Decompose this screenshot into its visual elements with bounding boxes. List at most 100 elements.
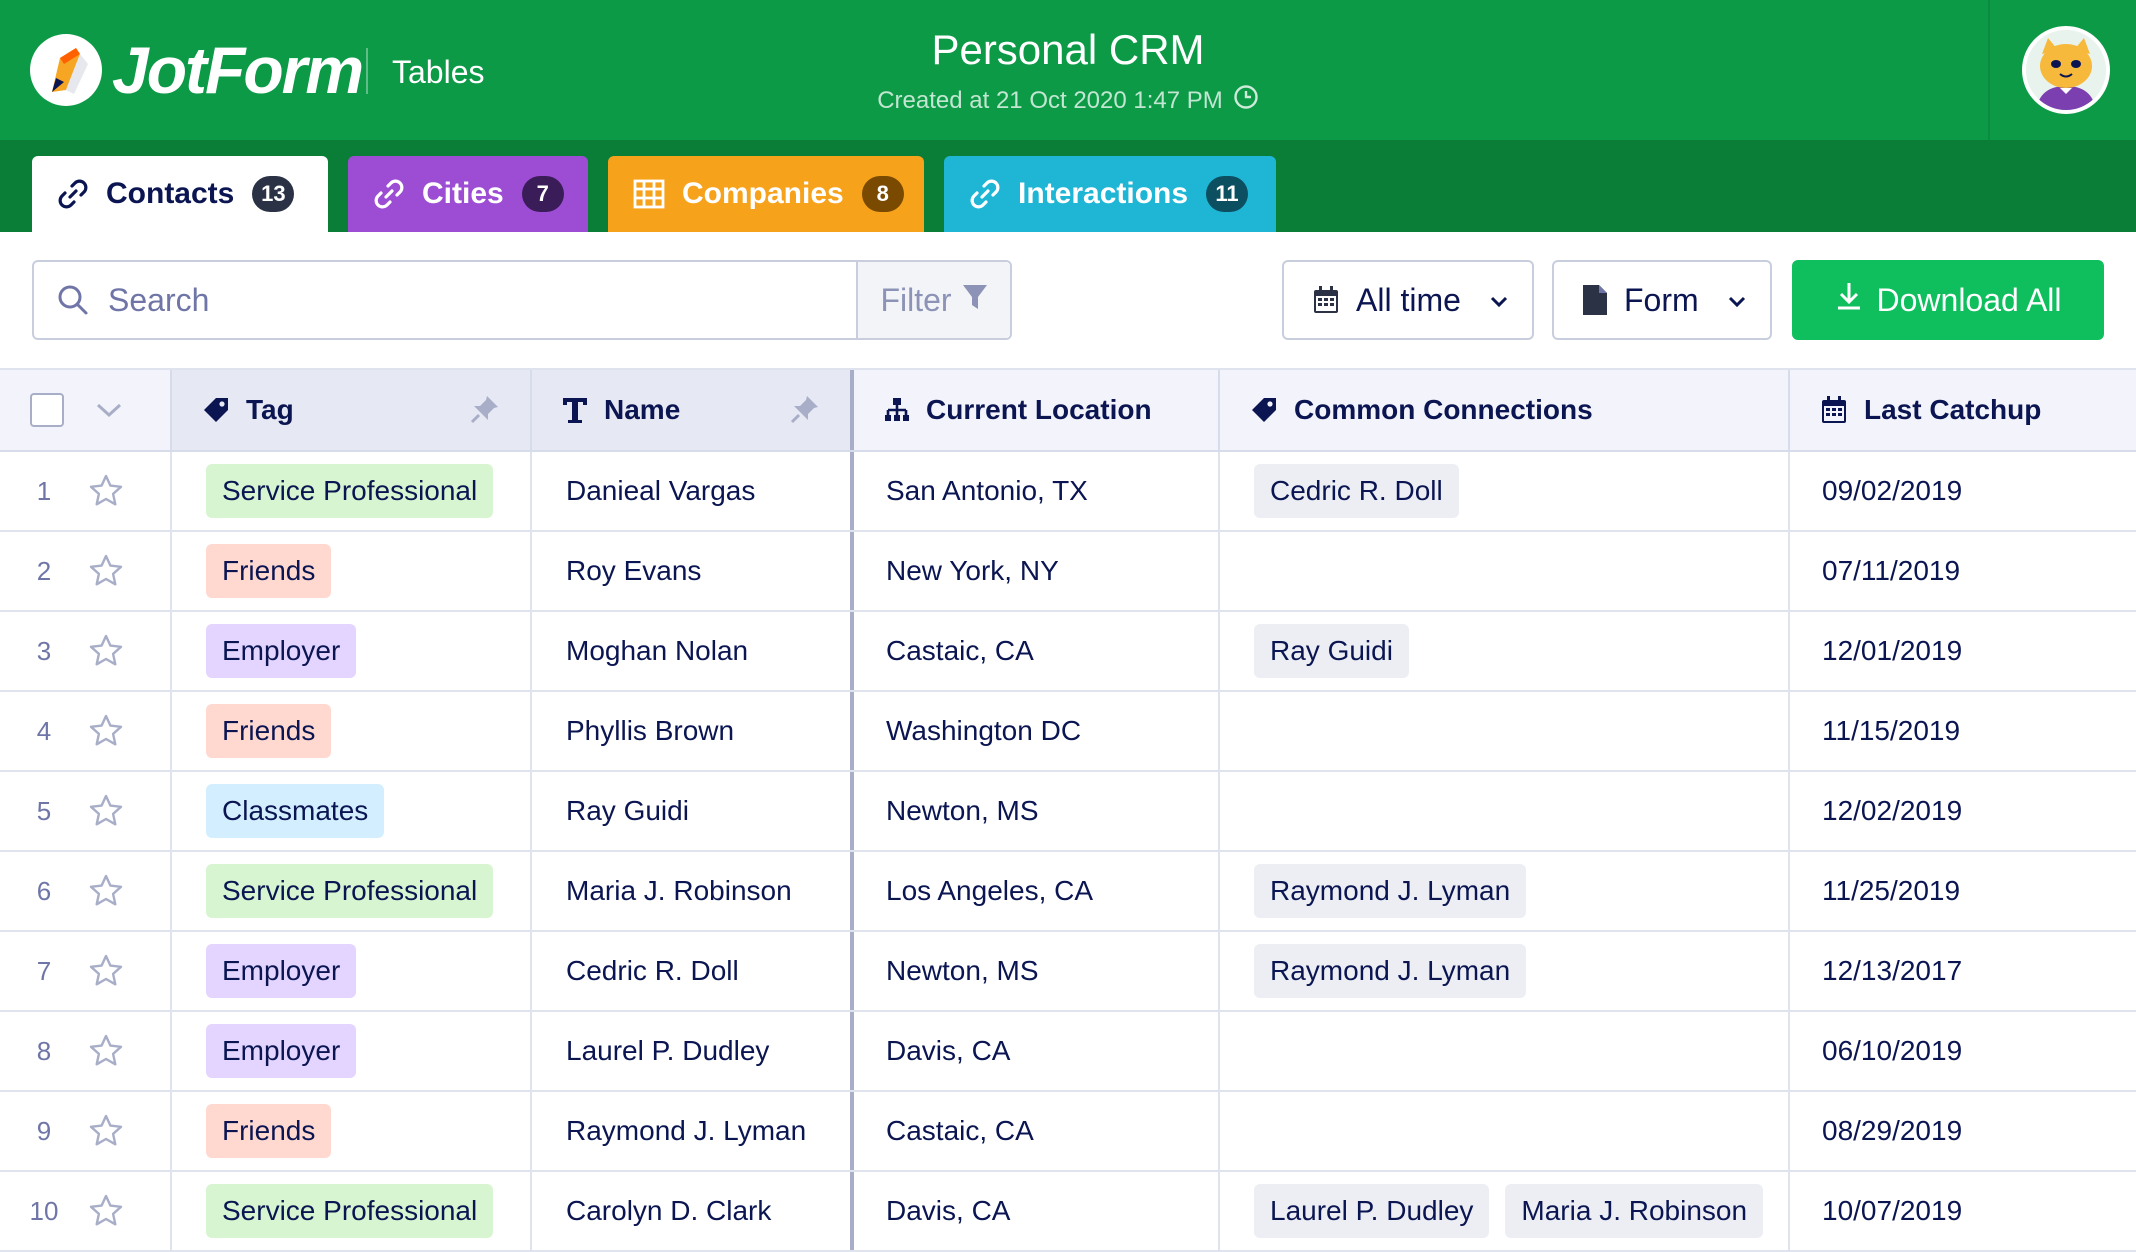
pin-icon[interactable] [790,394,820,424]
section-label[interactable]: Tables [392,54,485,90]
last-catchup-cell[interactable]: 06/10/2019 [1822,1035,1963,1066]
last-catchup-cell[interactable]: 08/29/2019 [1822,1115,1963,1146]
time-range-dropdown[interactable]: All time [1282,260,1534,340]
table-row[interactable]: 2 Friends Roy Evans New York, NY 07/11/2019 [0,532,2136,612]
table-row[interactable]: 1 Service Professional Danieal Vargas San A… [0,452,2136,532]
last-catchup-cell[interactable]: 11/15/2019 [1822,715,1961,746]
tag-cell[interactable]: Friends [172,1092,532,1170]
clock-icon[interactable] [1233,84,1259,117]
name-cell[interactable]: Carolyn D. Clark [532,1172,854,1250]
table-row[interactable]: 6 Service Professional Maria J. Robinson Lo… [0,852,2136,932]
location-cell[interactable]: Newton, MS [854,772,1220,850]
page-title[interactable]: Personal CRM [931,26,1205,73]
download-all-button[interactable]: Download All [1792,260,2104,340]
name-cell[interactable]: Cedric R. Doll [532,932,854,1010]
tag-cell[interactable]: Employer [172,1012,532,1090]
column-header-last-catchup[interactable]: Last Catchup [1790,370,2136,450]
tab-contacts[interactable]: Contacts 13 [32,156,328,232]
last-catchup-cell[interactable]: 12/02/2019 [1822,795,1963,826]
table-row[interactable]: 3 Employer Moghan Nolan Castaic, CA Ray Guid… [0,612,2136,692]
search-input[interactable] [108,281,888,319]
tag-cell[interactable]: Employer [172,612,532,690]
location-cell[interactable]: Castaic, CA [854,1092,1220,1170]
star-icon[interactable] [88,873,124,909]
star-icon[interactable] [88,553,124,589]
connection-chip[interactable]: Laurel P. Dudley [1254,1184,1490,1238]
tab-companies[interactable]: Companies 8 [608,156,924,232]
location-cell[interactable]: Davis, CA [854,1012,1220,1090]
name-cell[interactable]: Raymond J. Lyman [532,1092,854,1170]
tag-cell[interactable]: Service Professional [172,1172,532,1250]
connection-chip[interactable]: Cedric R. Doll [1254,464,1459,518]
connections-cell[interactable]: Laurel P. Dudley Maria J. Robinson [1220,1172,1790,1250]
table-row[interactable]: 7 Employer Cedric R. Doll Newton, MS Raymond… [0,932,2136,1012]
connections-cell[interactable] [1220,1092,1790,1170]
table-row[interactable]: 4 Friends Phyllis Brown Washington DC 11/15/… [0,692,2136,772]
tag-cell[interactable]: Friends [172,692,532,770]
connections-cell[interactable]: Raymond J. Lyman [1220,932,1790,1010]
connections-cell[interactable] [1220,532,1790,610]
location-cell[interactable]: Washington DC [854,692,1220,770]
form-dropdown[interactable]: Form [1552,260,1772,340]
location-cell[interactable]: Castaic, CA [854,612,1220,690]
connection-chip[interactable]: Raymond J. Lyman [1254,864,1527,918]
last-catchup-cell[interactable]: 12/01/2019 [1822,635,1963,666]
star-icon[interactable] [88,1033,124,1069]
column-header-location[interactable]: Current Location [854,370,1220,450]
connection-chip[interactable]: Ray Guidi [1254,624,1409,678]
name-cell[interactable]: Ray Guidi [532,772,854,850]
last-catchup-cell[interactable]: 11/25/2019 [1822,875,1961,906]
tag-cell[interactable]: Friends [172,532,532,610]
location-cell[interactable]: Newton, MS [854,932,1220,1010]
name-cell[interactable]: Maria J. Robinson [532,852,854,930]
tag-cell[interactable]: Service Professional [172,452,532,530]
connections-cell[interactable]: Cedric R. Doll [1220,452,1790,530]
column-header-tag[interactable]: Tag [172,370,532,450]
location-cell[interactable]: Davis, CA [854,1172,1220,1250]
filter-button[interactable]: Filter [856,262,1010,338]
star-icon[interactable] [88,473,124,509]
table-row[interactable]: 10 Service Professional Carolyn D. Clark Da… [0,1172,2136,1252]
star-icon[interactable] [88,633,124,669]
name-cell[interactable]: Roy Evans [532,532,854,610]
tag-cell[interactable]: Employer [172,932,532,1010]
connection-chip[interactable]: Raymond J. Lyman [1254,944,1527,998]
location-cell[interactable]: New York, NY [854,532,1220,610]
connections-cell[interactable] [1220,1012,1790,1090]
connections-cell[interactable] [1220,772,1790,850]
star-icon[interactable] [88,1113,124,1149]
star-icon[interactable] [88,793,124,829]
table-row[interactable]: 8 Employer Laurel P. Dudley Davis, CA 06/10/… [0,1012,2136,1092]
tag-cell[interactable]: Classmates [172,772,532,850]
jotform-logo[interactable]: JotForm [30,30,364,110]
pin-icon[interactable] [470,394,500,424]
tag-cell[interactable]: Service Professional [172,852,532,930]
table-row[interactable]: 5 Classmates Ray Guidi Newton, MS 12/02/2019 [0,772,2136,852]
location-cell[interactable]: Los Angeles, CA [854,852,1220,930]
name-cell[interactable]: Moghan Nolan [532,612,854,690]
last-catchup-cell[interactable]: 10/07/2019 [1822,1195,1963,1226]
connection-chip[interactable]: Maria J. Robinson [1505,1184,1764,1238]
location-cell[interactable]: San Antonio, TX [854,452,1220,530]
avatar-area [1988,0,2136,140]
avatar[interactable] [2022,26,2110,114]
column-header-name[interactable]: Name [532,370,854,450]
star-icon[interactable] [88,713,124,749]
column-header-connections[interactable]: Common Connections [1220,370,1790,450]
connections-cell[interactable] [1220,692,1790,770]
tab-interactions[interactable]: Interactions 11 [944,156,1276,232]
last-catchup-cell[interactable]: 12/13/2017 [1822,955,1963,986]
name-cell[interactable]: Danieal Vargas [532,452,854,530]
name-cell[interactable]: Laurel P. Dudley [532,1012,854,1090]
star-icon[interactable] [88,953,124,989]
last-catchup-cell[interactable]: 09/02/2019 [1822,475,1963,506]
tab-cities[interactable]: Cities 7 [348,156,588,232]
last-catchup-cell[interactable]: 07/11/2019 [1822,555,1961,586]
star-icon[interactable] [88,1193,124,1229]
connections-cell[interactable]: Raymond J. Lyman [1220,852,1790,930]
select-all-checkbox[interactable] [30,393,64,427]
connections-cell[interactable]: Ray Guidi [1220,612,1790,690]
table-row[interactable]: 9 Friends Raymond J. Lyman Castaic, CA 08/29… [0,1092,2136,1172]
name-cell[interactable]: Phyllis Brown [532,692,854,770]
chevron-down-icon[interactable] [94,400,124,420]
